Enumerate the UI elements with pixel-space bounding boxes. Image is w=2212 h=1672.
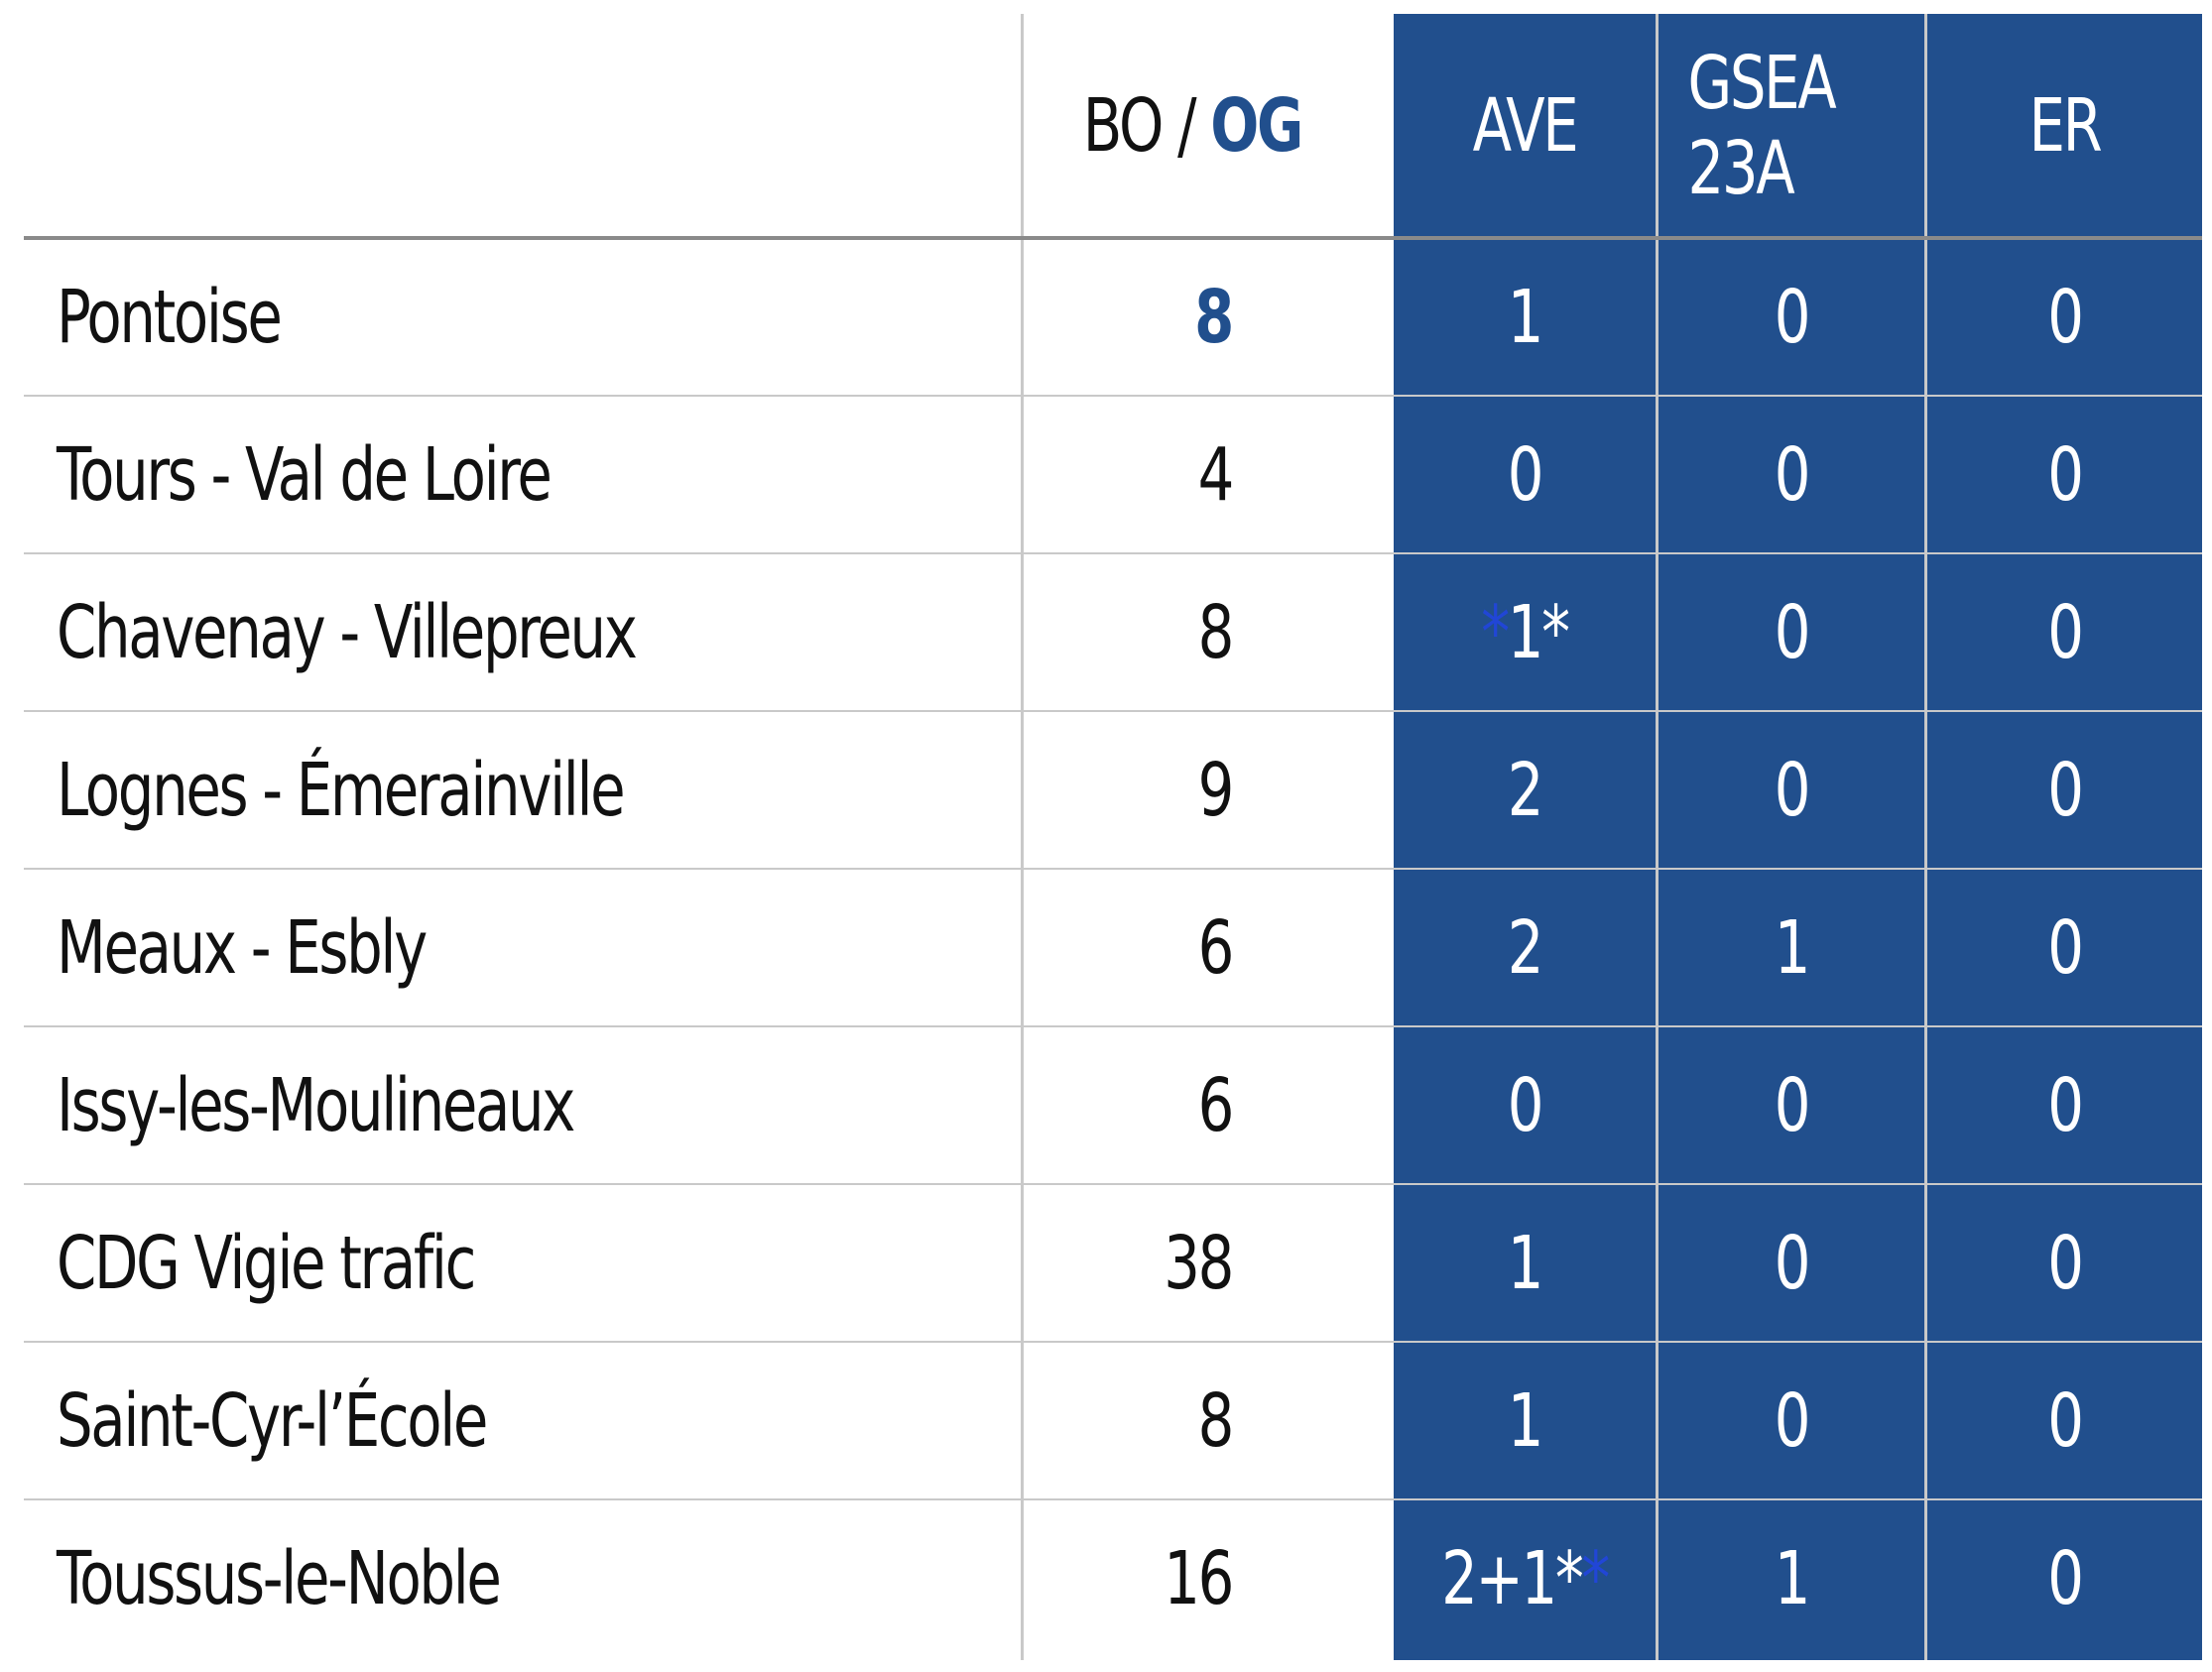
row-er-value: 0 xyxy=(2047,1220,2084,1306)
row-ave-value: 1 xyxy=(1507,274,1544,360)
row-ave-value: 2+1* * xyxy=(1422,1499,1627,1657)
row-bo-value: 4 xyxy=(1197,431,1235,518)
row-divider-blue xyxy=(1394,868,2202,870)
row-bo-value: 38 xyxy=(1164,1220,1234,1306)
row-divider-blue xyxy=(1394,1498,2202,1500)
row-name: CDG Vigie trafic xyxy=(57,1220,476,1306)
row-gsea-value: 0 xyxy=(1774,1220,1811,1306)
row-bo-value: 6 xyxy=(1197,1062,1235,1148)
row-gsea-value: 0 xyxy=(1774,1377,1811,1464)
column-divider-gsea xyxy=(1656,14,1659,1660)
row-divider xyxy=(24,1498,1394,1500)
row-name: Issy-les-Moulineaux xyxy=(57,1062,575,1148)
row-gsea-value: 0 xyxy=(1774,589,1811,675)
row-name: Saint-Cyr-l’École xyxy=(57,1377,488,1464)
row-ave-value: 1 xyxy=(1507,1220,1544,1306)
row-er-value: 0 xyxy=(2047,1535,2084,1621)
row-divider xyxy=(24,1183,1394,1185)
header-bo-label: BO / xyxy=(1082,83,1211,169)
row-name: Tours - Val de Loire xyxy=(57,431,553,518)
row-ave-value: 2 xyxy=(1507,904,1544,991)
row-name: Pontoise xyxy=(57,274,283,360)
header-er: ER xyxy=(2028,83,2103,169)
row-er-value: 0 xyxy=(2047,1062,2084,1148)
row-bo-value: 8 xyxy=(1194,274,1234,360)
row-divider xyxy=(24,552,1394,554)
row-ave-value: 0 xyxy=(1507,1062,1544,1148)
row-divider xyxy=(24,395,1394,397)
row-gsea-value: 0 xyxy=(1774,274,1811,360)
header-ave: AVE xyxy=(1472,83,1579,169)
ave-suffix-star: * xyxy=(1581,1535,1610,1621)
row-name: Chavenay - Villepreux xyxy=(57,589,638,675)
row-ave-value: 2 xyxy=(1507,747,1544,833)
header-og-label: OG xyxy=(1210,83,1303,169)
ave-value: 1* xyxy=(1507,589,1570,675)
row-gsea-value: 1 xyxy=(1774,904,1811,991)
column-divider-er xyxy=(1924,14,1927,1660)
row-name: Toussus-le-Noble xyxy=(57,1535,502,1621)
row-divider-blue xyxy=(1394,1025,2202,1027)
row-bo-value: 8 xyxy=(1197,589,1235,675)
row-er-value: 0 xyxy=(2047,1377,2084,1464)
row-ave-value: 1 xyxy=(1507,1377,1544,1464)
row-er-value: 0 xyxy=(2047,589,2084,675)
row-divider-blue xyxy=(1394,552,2202,554)
row-er-value: 0 xyxy=(2047,747,2084,833)
row-bo-value: 9 xyxy=(1197,747,1235,833)
row-gsea-value: 0 xyxy=(1774,747,1811,833)
row-name: Lognes - Émerainville xyxy=(57,747,626,833)
row-divider-blue xyxy=(1394,710,2202,712)
row-bo-value: 8 xyxy=(1197,1377,1235,1464)
blue-columns-background xyxy=(1394,14,2202,1660)
row-divider xyxy=(24,710,1394,712)
ave-prefix-star: * xyxy=(1481,589,1510,675)
header-bo-og: BO / OG xyxy=(1083,14,1304,238)
row-name: Meaux - Esbly xyxy=(57,904,428,991)
row-er-value: 0 xyxy=(2047,274,2084,360)
row-divider-blue xyxy=(1394,1183,2202,1185)
row-divider xyxy=(24,1025,1394,1027)
row-divider-blue xyxy=(1394,1341,2202,1343)
row-gsea-value: 1 xyxy=(1774,1535,1811,1621)
column-divider-bo xyxy=(1021,14,1024,1660)
row-er-value: 0 xyxy=(2047,904,2084,991)
row-divider xyxy=(24,1341,1394,1343)
header-gsea: GSEA 23A xyxy=(1687,41,1836,211)
ave-value: 2+1* xyxy=(1441,1535,1584,1621)
header-rule xyxy=(24,236,2202,240)
row-bo-value: 16 xyxy=(1164,1535,1234,1621)
row-ave-value: * 1* xyxy=(1422,553,1627,711)
row-gsea-value: 0 xyxy=(1774,431,1811,518)
row-divider xyxy=(24,868,1394,870)
row-bo-value: 6 xyxy=(1197,904,1235,991)
row-gsea-value: 0 xyxy=(1774,1062,1811,1148)
row-er-value: 0 xyxy=(2047,431,2084,518)
row-ave-value: 0 xyxy=(1507,431,1544,518)
row-divider-blue xyxy=(1394,395,2202,397)
